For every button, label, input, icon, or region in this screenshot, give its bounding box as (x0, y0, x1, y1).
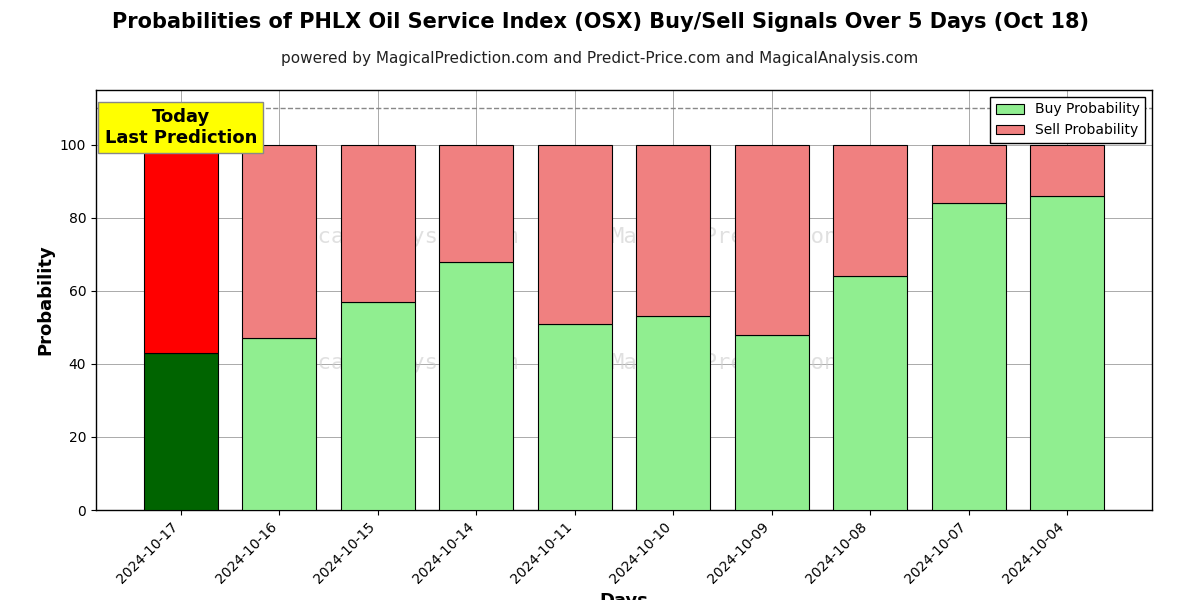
Bar (439, 262, 514, 510)
Bar (144, 353, 218, 510)
Legend: Buy Probability, Sell Probability: Buy Probability, Sell Probability (990, 97, 1145, 143)
Bar (636, 316, 710, 510)
Bar (538, 145, 612, 324)
Text: powered by MagicalPrediction.com and Predict-Price.com and MagicalAnalysis.com: powered by MagicalPrediction.com and Pre… (281, 51, 919, 66)
Text: MagicalAnalysis.com: MagicalAnalysis.com (265, 353, 518, 373)
Bar (242, 338, 317, 510)
Bar (734, 145, 809, 335)
Bar (439, 145, 514, 262)
Text: MagicalPrediction.com: MagicalPrediction.com (611, 353, 892, 373)
Bar (1030, 196, 1104, 510)
Y-axis label: Probability: Probability (36, 245, 54, 355)
Text: MagicalAnalysis.com: MagicalAnalysis.com (265, 227, 518, 247)
X-axis label: Days: Days (600, 592, 648, 600)
Bar (242, 145, 317, 338)
Bar (931, 203, 1006, 510)
Bar (144, 145, 218, 353)
Text: Today
Last Prediction: Today Last Prediction (104, 108, 257, 147)
Bar (341, 145, 415, 302)
Bar (636, 145, 710, 316)
Text: Probabilities of PHLX Oil Service Index (OSX) Buy/Sell Signals Over 5 Days (Oct : Probabilities of PHLX Oil Service Index … (112, 12, 1088, 32)
Bar (833, 145, 907, 276)
Text: MagicalPrediction.com: MagicalPrediction.com (611, 227, 892, 247)
Bar (341, 302, 415, 510)
Bar (833, 276, 907, 510)
Bar (538, 324, 612, 510)
Bar (1030, 145, 1104, 196)
Bar (734, 335, 809, 510)
Bar (931, 145, 1006, 203)
